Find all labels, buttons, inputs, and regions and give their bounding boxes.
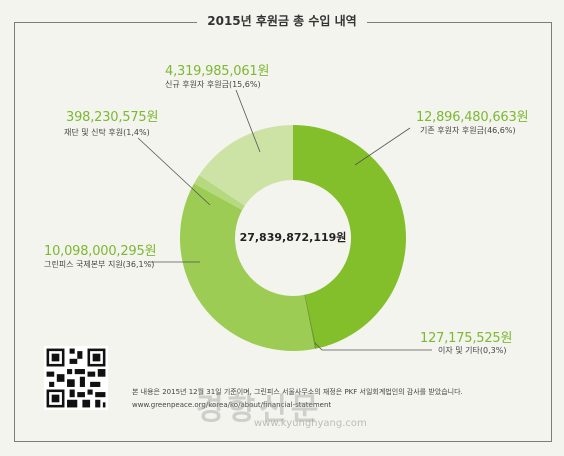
slice-amount-international: 10,098,000,295원	[44, 244, 157, 259]
slice-new-donors	[199, 125, 293, 206]
chart-title: 2015년 후원금 총 수입 내역	[0, 12, 564, 29]
slice-label-international: 그린피스 국제본부 지원(36,1%)	[44, 260, 155, 269]
watermark-url: www.kyunghyang.com	[254, 418, 367, 429]
slice-foundations	[193, 175, 245, 211]
slice-amount-new-donors: 4,319,985,061원	[165, 64, 270, 79]
footer-note-line1: 본 내용은 2015년 12월 31일 기준이며, 그린피스 서울사무소의 재정…	[132, 388, 463, 396]
slice-amount-foundations: 398,230,575원	[66, 110, 159, 125]
slice-amount-interest: 127,175,525원	[420, 331, 513, 346]
slice-amount-existing-donors: 12,896,480,663원	[416, 110, 529, 125]
qr-code-icon	[44, 346, 108, 410]
leader-line-existing-donors	[354, 127, 411, 166]
leader-line-interest	[314, 342, 432, 351]
slice-label-foundations: 재단 및 신탁 후원(1,4%)	[64, 128, 150, 137]
slice-existing-donors	[293, 125, 407, 349]
slice-label-interest: 이자 및 기타(0,3%)	[438, 346, 507, 355]
footer-note-link[interactable]: www.greenpeace.org/korea/ko/about/financ…	[132, 401, 332, 409]
watermark-brand: 경향신문	[196, 392, 323, 427]
footer-note: 본 내용은 2015년 12월 31일 기준이며, 그린피스 서울사무소의 재정…	[132, 386, 463, 412]
total-amount: 27,839,872,119원	[239, 231, 347, 244]
leader-line-foundations	[137, 137, 211, 206]
slice-international	[180, 183, 315, 351]
slice-label-new-donors: 신규 후원자 후원금(15,6%)	[165, 80, 261, 89]
leader-line-new-donors	[235, 89, 261, 153]
slice-label-existing-donors: 기존 후원자 후원금(46,6%)	[420, 126, 516, 135]
slice-interest	[304, 294, 317, 349]
